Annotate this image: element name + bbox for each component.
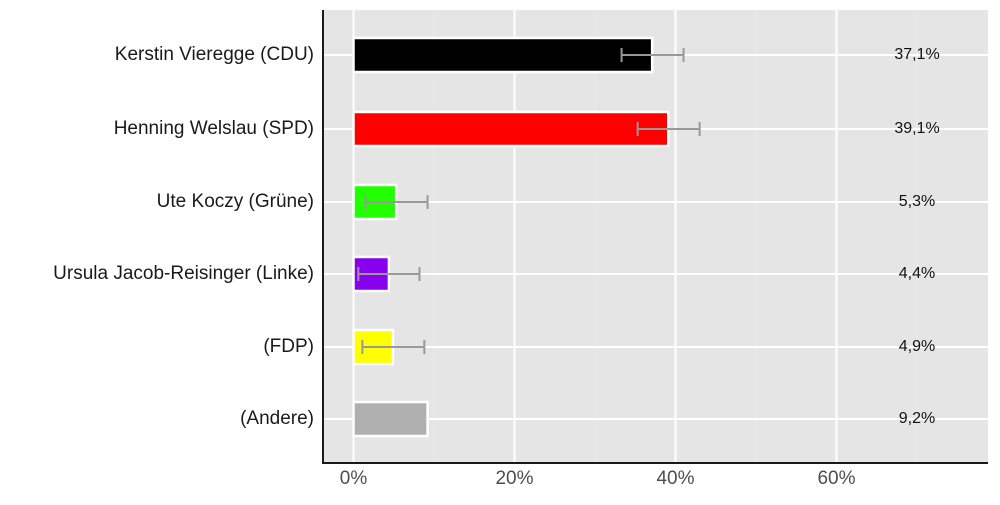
value-label: 5,3% [898,193,936,210]
x-tick-label: 60% [817,468,856,489]
value-label: 4,4% [898,265,936,282]
value-label: 37,1% [894,46,940,63]
bar [352,110,670,148]
value-label: 9,2% [898,410,936,427]
category-label: Ute Koczy (Grüne) [156,191,314,212]
bar [352,36,654,74]
category-label: Ursula Jacob-Reisinger (Linke) [53,263,314,284]
category-label: (Andere) [240,408,314,429]
category-label: (FDP) [263,336,314,357]
value-label: 39,1% [894,120,940,137]
value-label: 4,9% [898,338,936,355]
category-label: Henning Welslau (SPD) [113,118,314,139]
x-tick-label: 0% [339,468,368,489]
panel-background [323,10,988,463]
x-tick-label: 40% [656,468,695,489]
x-tick-label: 20% [495,468,534,489]
category-label: Kerstin Vieregge (CDU) [114,44,314,65]
bar [352,400,429,438]
